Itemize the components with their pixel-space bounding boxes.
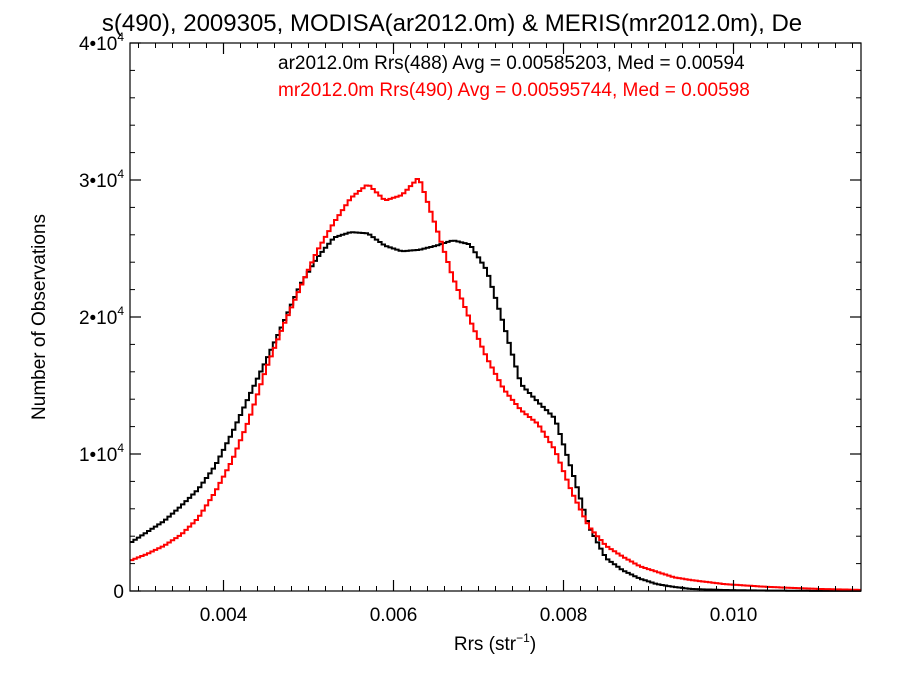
x-tick-label-1: 0.006 xyxy=(370,605,418,626)
y-tick-label-0: 0 xyxy=(113,582,124,603)
y-tick-label-base: 0 xyxy=(113,582,124,603)
series-line-1 xyxy=(130,178,861,591)
legend-entry-1: mr2012.0m Rrs(490) Avg = 0.00595744, Med… xyxy=(278,80,750,101)
y-tick-label-sup: 4 xyxy=(117,30,124,44)
x-axis-label-sup: −1 xyxy=(516,631,530,645)
x-axis-label-text: Rrs (str xyxy=(454,634,517,655)
x-axis-label-close: ) xyxy=(530,634,536,655)
series-layer xyxy=(130,178,861,592)
legend-entry-0: ar2012.0m Rrs(488) Avg = 0.00585203, Med… xyxy=(278,53,745,74)
y-tick-label-sup: 4 xyxy=(117,441,124,455)
series-line-0 xyxy=(130,231,861,592)
chart-title: s(490), 2009305, MODISA(ar2012.0m) & MER… xyxy=(102,10,802,37)
x-tick-label-2: 0.008 xyxy=(540,605,588,626)
y-tick-label-2: 2•104 xyxy=(79,304,124,329)
y-tick-label-base: 4•10 xyxy=(79,34,117,55)
y-tick-label-3: 3•104 xyxy=(79,167,124,192)
x-axis-label: Rrs (str−1) xyxy=(454,631,536,655)
x-tick-label-0: 0.004 xyxy=(200,605,248,626)
plot-frame xyxy=(129,42,862,592)
y-tick-label-1: 1•104 xyxy=(79,441,124,466)
y-tick-label-base: 1•10 xyxy=(79,445,117,466)
ticks-layer: 0.004 0.006 0.008 0.01001•1042•1043•1044•10… xyxy=(79,30,861,626)
y-tick-label-4: 4•104 xyxy=(79,30,124,55)
x-tick-label-3: 0.010 xyxy=(710,605,758,626)
y-tick-label-sup: 4 xyxy=(117,167,124,181)
y-tick-label-base: 2•10 xyxy=(79,308,117,329)
y-tick-label-base: 3•10 xyxy=(79,171,117,192)
y-axis-label: Number of Observations xyxy=(29,214,50,420)
legend: ar2012.0m Rrs(488) Avg = 0.00585203, Med… xyxy=(278,53,750,101)
y-tick-label-sup: 4 xyxy=(117,304,124,318)
